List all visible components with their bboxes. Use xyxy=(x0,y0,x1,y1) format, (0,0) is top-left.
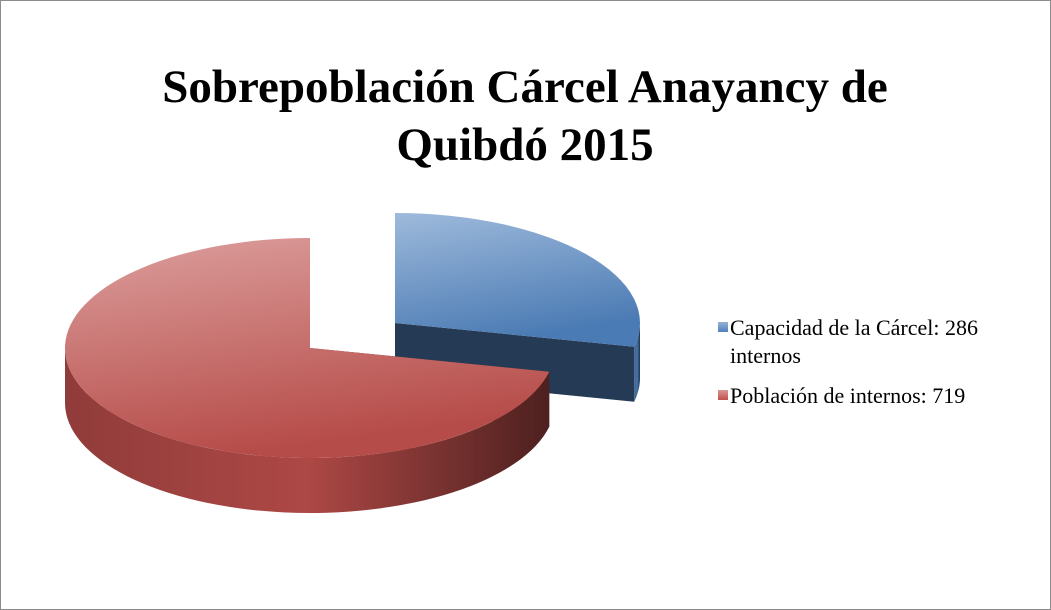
legend-swatch xyxy=(718,322,728,332)
slice-top xyxy=(65,238,550,458)
slice-side xyxy=(65,348,550,514)
legend: Capacidad de la Cárcel: 286 internos Pobl… xyxy=(718,314,1048,422)
legend-label: Capacidad de la Cárcel: 286 internos xyxy=(730,315,979,368)
slice-side xyxy=(634,323,640,402)
slice xyxy=(65,238,550,514)
legend-entry: Población de internos: 719 xyxy=(718,382,1048,410)
legend-swatch xyxy=(718,390,728,400)
legend-entry: Capacidad de la Cárcel: 286 internos xyxy=(718,314,1048,370)
legend-label: Población de internos: 719 xyxy=(730,383,966,408)
slice-top xyxy=(395,213,640,347)
chart-title: Sobrepoblación Cárcel Anayancy de Quibdó… xyxy=(162,61,888,171)
